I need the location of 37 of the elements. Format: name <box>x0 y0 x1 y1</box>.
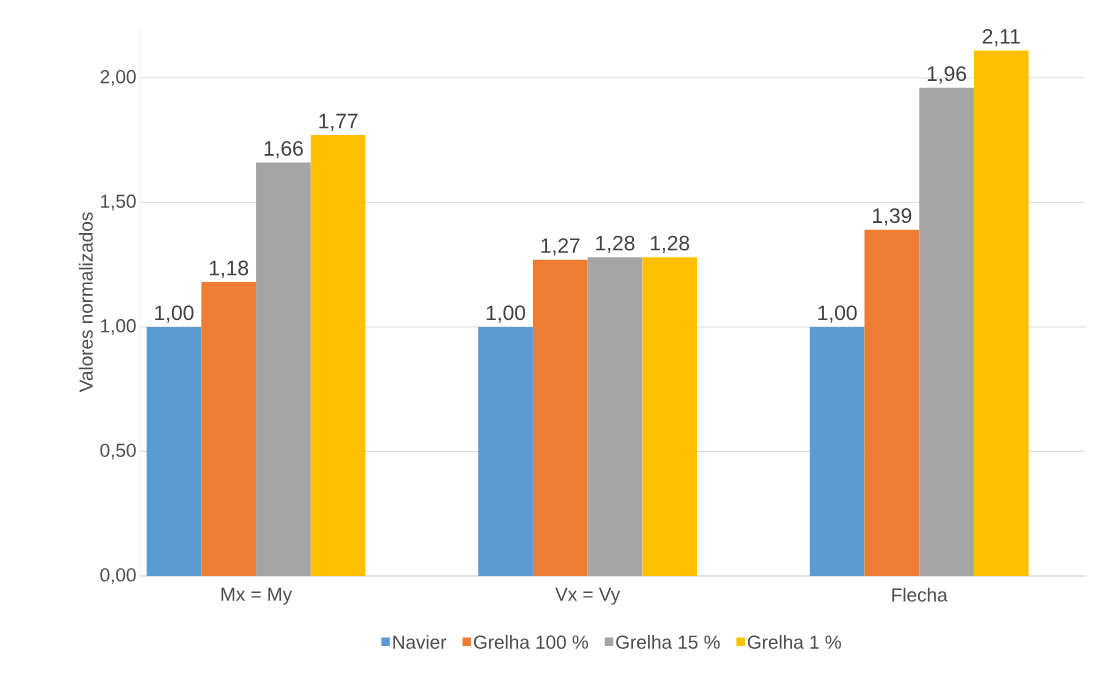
y-tick-label: 1,00 <box>101 319 136 335</box>
data-label: 1,28 <box>596 235 635 253</box>
x-tick-label: Mx = My <box>221 587 293 605</box>
bar <box>864 229 920 576</box>
y-tick-label: 0,00 <box>100 568 136 584</box>
data-label: 1,18 <box>209 260 249 278</box>
y-tick-label: 2,00 <box>100 69 136 86</box>
data-label: 1,96 <box>927 66 967 84</box>
data-label: 1,00 <box>486 305 526 323</box>
bar <box>478 326 533 576</box>
y-tick-label: 0,50 <box>100 443 136 460</box>
bar <box>642 257 698 576</box>
bar <box>587 257 643 576</box>
data-label: 1,27 <box>541 238 580 256</box>
legend-label: Navier <box>393 634 447 649</box>
x-tick-label: Flecha <box>892 587 948 602</box>
data-label: 1,28 <box>650 235 690 253</box>
legend-label: Grelha 15 % <box>616 634 720 649</box>
y-axis-title: Valores normalizados <box>78 212 93 393</box>
bar <box>146 326 202 576</box>
data-label: 2,11 <box>982 28 1020 47</box>
x-tick-label: Vx = Vy <box>555 587 621 605</box>
data-label: 1,00 <box>155 305 194 323</box>
data-label: 1,77 <box>319 113 358 131</box>
bar <box>310 135 366 576</box>
bar <box>973 50 1029 576</box>
data-label: 1,39 <box>873 208 912 226</box>
data-label: 1,00 <box>818 305 857 323</box>
legend-label: Grelha 1 % <box>747 634 841 649</box>
y-tick-label: 1,50 <box>101 194 136 211</box>
data-label: 1,66 <box>264 141 303 159</box>
bar <box>201 282 257 576</box>
bar <box>532 259 588 576</box>
bar <box>809 326 865 576</box>
bar <box>256 162 311 576</box>
bar <box>919 87 974 576</box>
legend-label: Grelha 100 % <box>473 634 589 649</box>
